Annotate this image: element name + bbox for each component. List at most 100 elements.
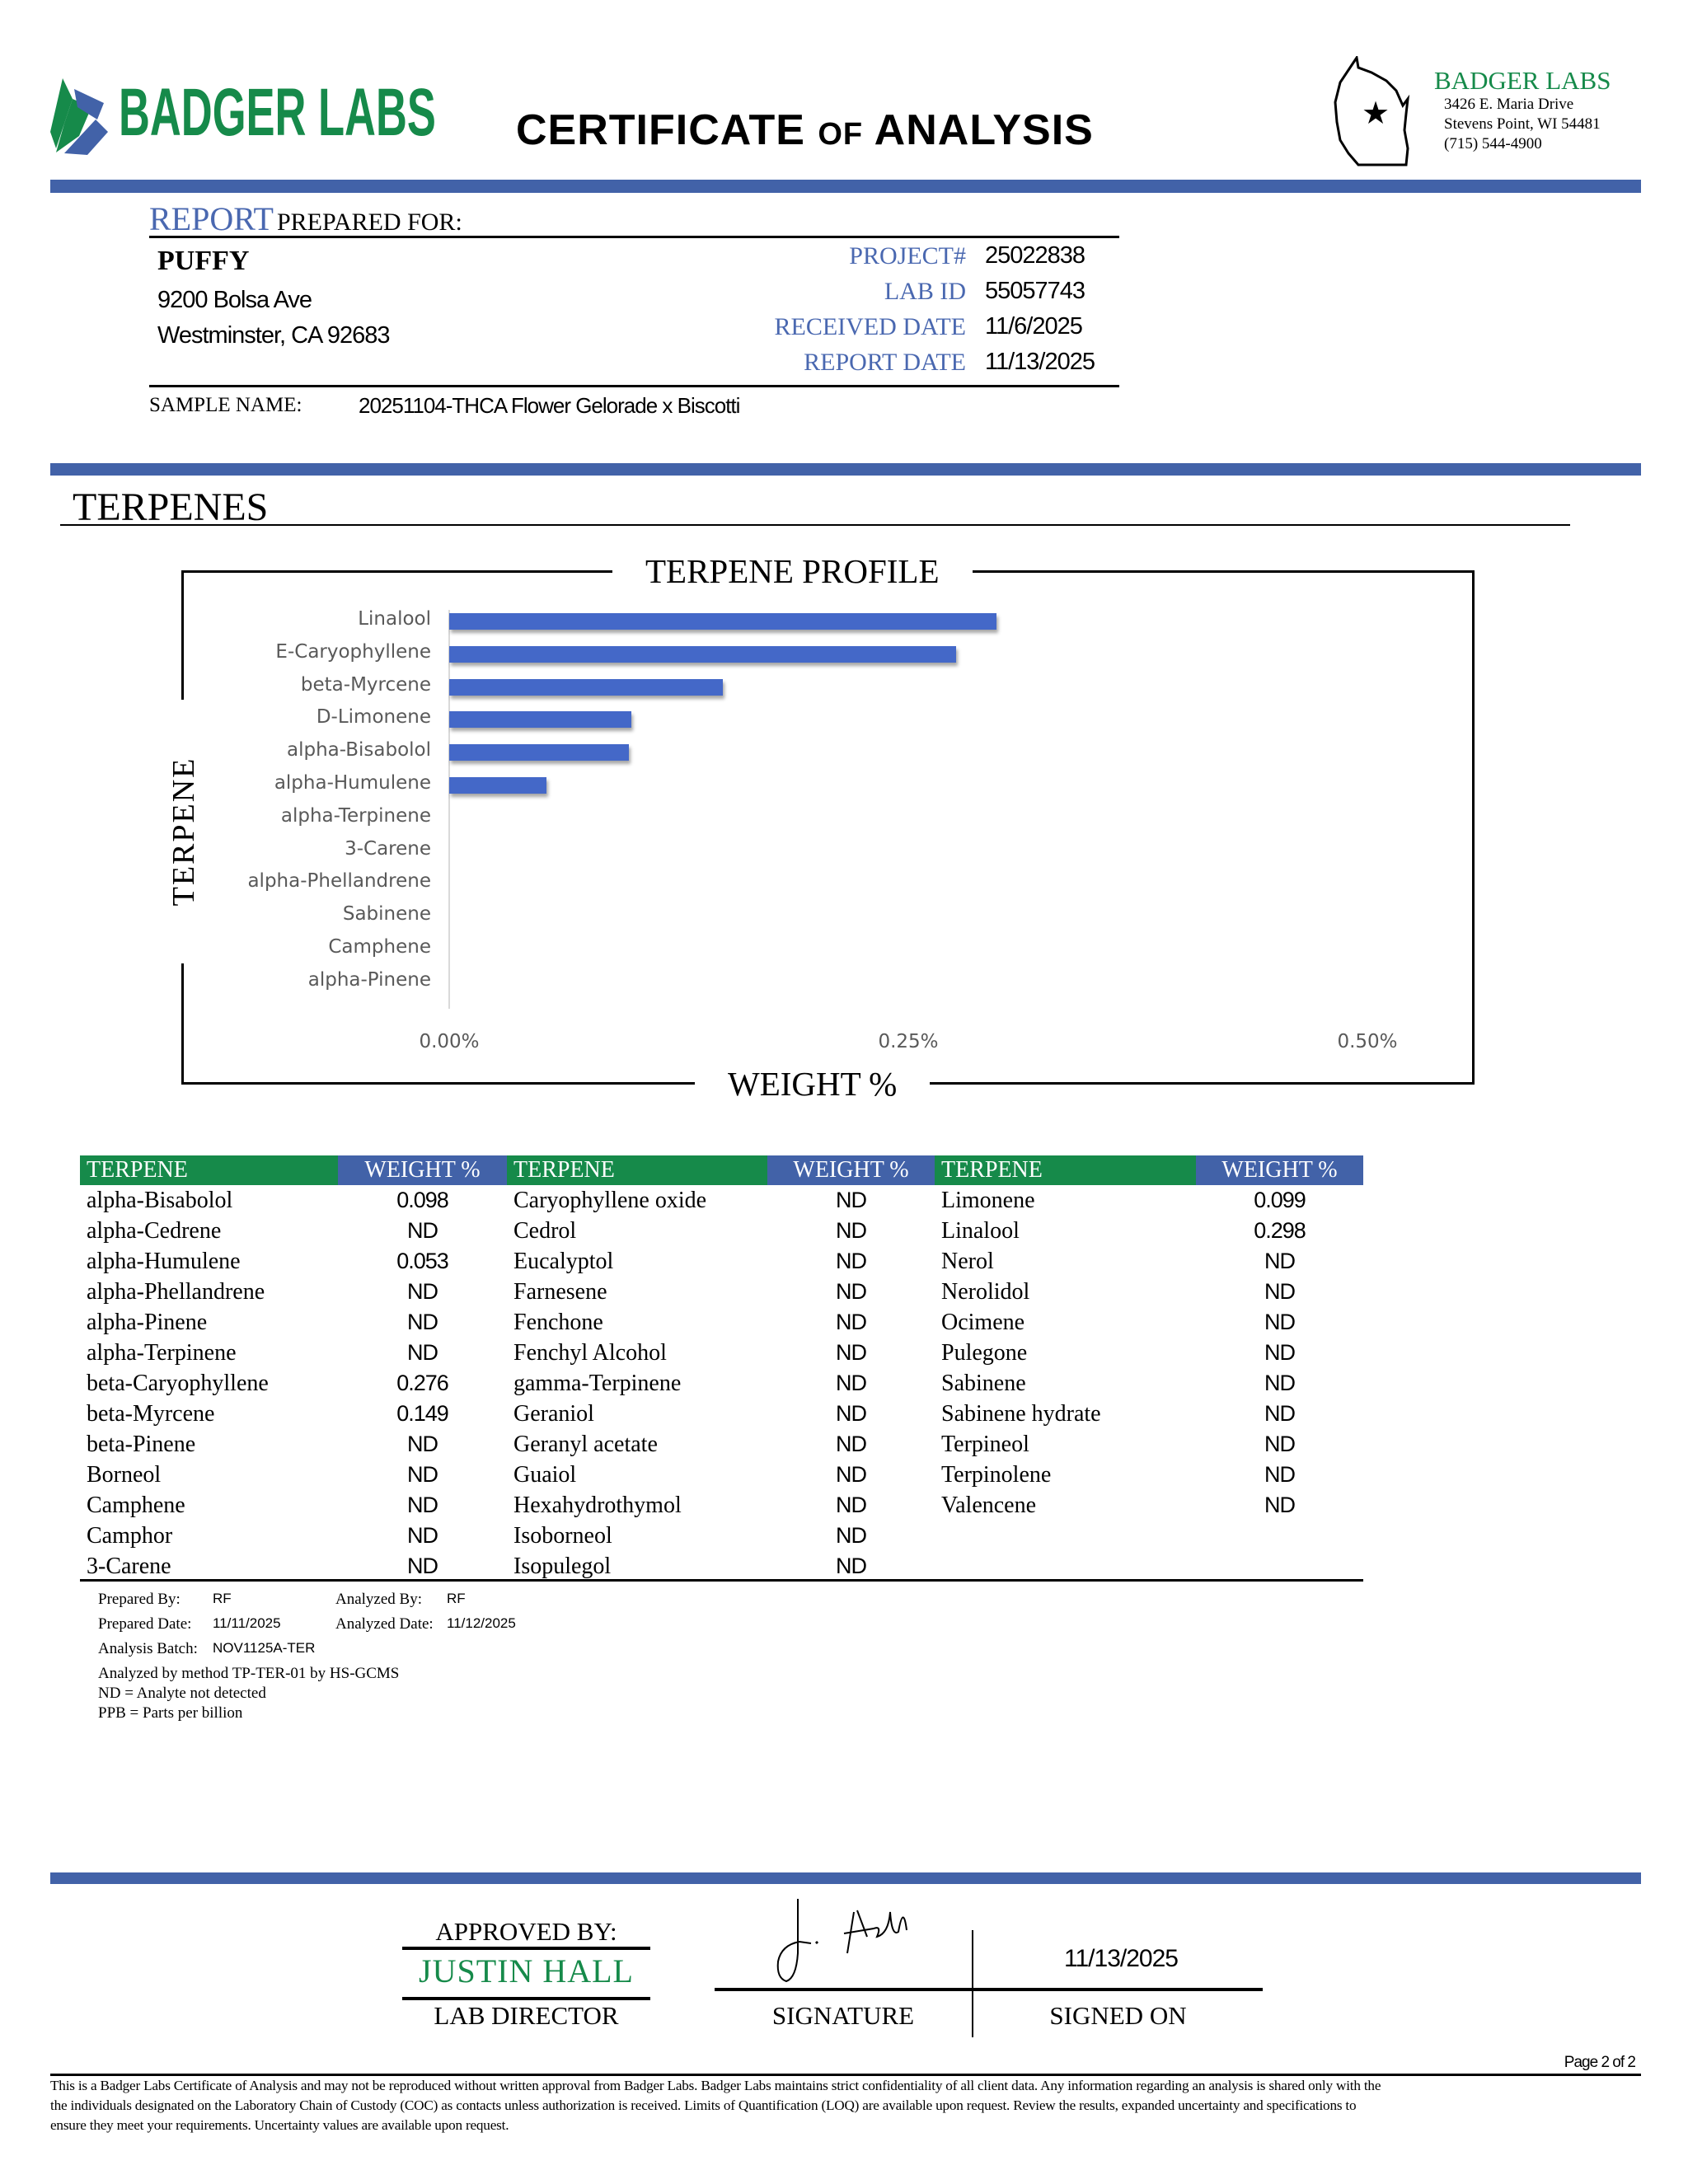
terpene-weight: ND [1264,1371,1296,1395]
client-name: PUFFY [157,246,250,276]
terpene-weight: ND [836,1432,867,1456]
terpene-name: Nerol [941,1249,994,1274]
terpene-weight: ND [407,1523,438,1548]
signed-on-date: 11/13/2025 [1064,1945,1179,1972]
title-certificate: CERTIFICATE [516,106,805,154]
divider [402,1997,650,2000]
section-title: TERPENES [73,485,269,529]
report-prepared-for-heading: REPORT PREPARED FOR: [149,199,462,238]
table-row: beta-Caryophyllene 0.276 gamma-Terpinene ND… [80,1368,1363,1399]
heading-prepared-for: PREPARED FOR: [276,209,462,236]
terpene-weight: 0.149 [396,1401,449,1426]
report-date-value: 11/13/2025 [985,349,1095,375]
category-label: D-Limonene [316,706,431,729]
terpene-weight: ND [836,1371,867,1395]
terpene-name: alpha-Humulene [87,1249,241,1274]
heading-report: REPORT [149,200,274,237]
terpene-weight: 0.298 [1254,1218,1306,1243]
bar [449,744,630,762]
page-number: Page 2 of 2 [1564,2054,1636,2071]
terpene-name: Sabinene [941,1371,1026,1396]
approved-by-label: APPROVED BY: [435,1917,617,1946]
sample-name-label: SAMPLE NAME: [149,394,302,416]
terpene-weight: ND [836,1462,867,1487]
terpene-name: beta-Myrcene [87,1401,215,1427]
title-analysis: ANALYSIS [874,106,1094,154]
terpene-name: alpha-Bisabolol [87,1188,233,1213]
disclaimer-line2: the individuals designated on the Labora… [50,2097,1357,2113]
footer-divider-bar [50,1872,1641,1884]
terpene-name: Sabinene hydrate [941,1401,1101,1427]
wisconsin-map-icon: ★ [1334,56,1410,166]
lab-address-line1: 3426 E. Maria Drive [1444,96,1574,113]
table-row: alpha-Terpinene ND Fenchyl Alcohol ND Pulego… [80,1338,1363,1368]
terpene-results-table: TERPENE WEIGHT % TERPENE WEIGHT % TERPEN… [80,1155,1363,1582]
table-row: alpha-Phellandrene ND Farnesene ND Nerolidol… [80,1277,1363,1307]
analyzed-by-value: RF [447,1591,466,1606]
category-label: Linalool [358,608,431,630]
terpene-weight: ND [407,1340,438,1365]
analysis-batch-value: NOV1125A-TER [213,1640,316,1656]
signature-line [715,1988,1263,1991]
lab-id-label: LAB ID [884,278,966,305]
terpene-weight: ND [1264,1310,1296,1334]
table-row: beta-Myrcene 0.149 Geraniol ND Sabinene hydr… [80,1399,1363,1429]
analyzed-by-label: Analyzed By: [335,1591,423,1608]
terpene-name: Fenchyl Alcohol [513,1340,667,1366]
category-label: Sabinene [342,903,431,926]
terpene-weight [1196,1521,1363,1551]
y-axis-line [448,610,450,1009]
category-label: alpha-Pinene [307,968,431,991]
prepared-by-label: Prepared By: [98,1591,181,1608]
terpene-weight: ND [836,1401,867,1426]
terpene-name [935,1521,1196,1551]
title-of: OF [818,117,864,152]
terpene-weight: ND [1264,1432,1296,1456]
terpene-name: Linalool [941,1218,1020,1244]
terpene-weight: ND [836,1340,867,1365]
table-row: alpha-Humulene 0.053 Eucalyptol ND Nerol ND [80,1246,1363,1277]
terpene-weight: ND [407,1554,438,1578]
terpene-name: Camphor [87,1523,173,1549]
received-date-value: 11/6/2025 [985,313,1083,340]
lab-address-line2: Stevens Point, WI 54481 [1444,115,1601,133]
terpene-name: Camphene [87,1493,185,1518]
terpene-name: Guaiol [513,1462,577,1488]
terpene-weight [1196,1551,1363,1582]
project-label: PROJECT# [849,242,966,269]
ppb-note: PPB = Parts per billion [98,1704,243,1722]
terpene-name: Limonene [941,1188,1035,1213]
section-underline [60,524,1570,526]
approver-role: LAB DIRECTOR [434,2001,619,2030]
table-row: beta-Pinene ND Geranyl acetate ND Terpineol N… [80,1429,1363,1460]
terpene-weight: 0.098 [396,1188,449,1212]
header-terpene: TERPENE [80,1155,338,1185]
terpene-weight: 0.053 [396,1249,449,1273]
lab-phone: (715) 544-4900 [1444,135,1542,152]
table-row: alpha-Bisabolol 0.098 Caryophyllene oxide N… [80,1185,1363,1216]
bar [449,678,723,696]
bar [449,613,996,630]
terpene-name: Caryophyllene oxide [513,1188,707,1213]
footer-rule [50,2074,1641,2076]
terpene-weight: 0.276 [396,1371,449,1395]
terpene-name: Terpineol [941,1432,1029,1457]
terpene-weight: ND [1264,1279,1296,1304]
terpene-weight: ND [1264,1493,1296,1517]
terpene-weight: ND [407,1432,438,1456]
terpene-name: alpha-Pinene [87,1310,208,1335]
table-row: Camphene ND Hexahydrothymol ND Valencene ND [80,1490,1363,1521]
lab-id-value: 55057743 [985,278,1085,304]
terpene-name: Geranyl acetate [513,1432,658,1457]
terpene-name: Cedrol [513,1218,577,1244]
prepared-date-value: 11/11/2025 [213,1615,281,1631]
terpene-name: Hexahydrothymol [513,1493,682,1518]
divider [149,385,1119,387]
terpene-name: gamma-Terpinene [513,1371,682,1396]
terpene-weight: ND [407,1493,438,1517]
table-bottom-rule [80,1579,1363,1582]
category-label: alpha-Humulene [274,772,431,794]
terpene-weight: ND [836,1523,867,1548]
terpene-weight: ND [1264,1462,1296,1487]
received-date-label: RECEIVED DATE [774,313,966,340]
